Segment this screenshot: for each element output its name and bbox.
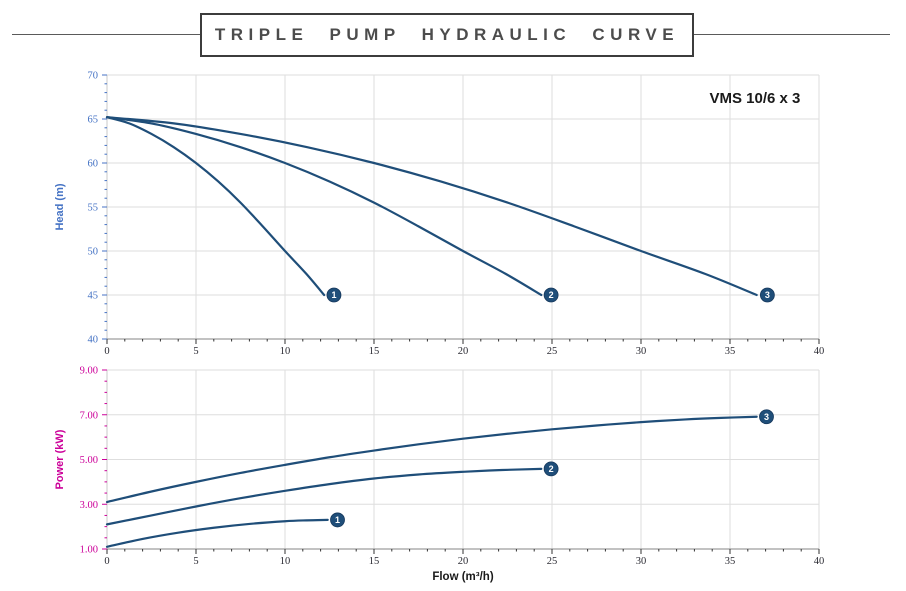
pump-model-label: VMS 10/6 x 3 [709,90,800,107]
header-rule-left [12,34,200,35]
y-tick-label: 60 [88,159,99,170]
head-chart: 0 5 10 15 20 25 30 35 40 40 45 50 55 60 65 70 Head (m) VM… [54,71,824,358]
x-tick-label: 0 [104,346,109,357]
curve-marker-label-3: 3 [765,290,770,300]
x-tick-label: 20 [458,556,469,567]
curve-marker-1 [326,287,342,303]
x-tick-label: 25 [547,346,558,357]
x-axis-title: Flow (m³/h) [432,571,493,583]
x-tick-label: 5 [193,556,198,567]
x-tick-label: 30 [636,556,647,567]
x-tick-label: 40 [814,556,825,567]
pump-curve-1 [105,518,329,548]
y-tick-label: 55 [88,203,99,214]
curve-marker-label-2: 2 [549,290,554,300]
pump-curve-2 [105,116,543,297]
x-tick-label: 35 [725,346,736,357]
curve-marker-2 [543,461,559,477]
header-rule-right [694,34,890,35]
curve-marker-label-1: 1 [331,290,336,300]
pump-curve-3 [105,415,758,504]
y-tick-label: 70 [88,71,99,82]
y-tick-label: 50 [88,247,99,258]
x-tick-label: 35 [725,556,736,567]
curve-marker-label-3: 3 [764,412,769,422]
y-tick-label: 3.00 [80,500,98,511]
x-tick-label: 20 [458,346,469,357]
x-tick-label: 5 [193,346,198,357]
x-tick-label: 15 [369,346,380,357]
curve-marker-1 [330,512,345,528]
y-tick-label: 5.00 [80,455,98,466]
x-tick-label: 25 [547,556,558,567]
pump-curve-3 [105,116,758,297]
x-tick-label: 15 [369,556,380,567]
y-tick-label: 45 [88,291,99,302]
power-chart: 0 5 10 15 20 25 30 35 40 1.00 3.00 5.00 7.00 9.00 Powe… [54,366,824,584]
curve-marker-3 [759,409,774,425]
y-axis-title: Power (kW) [54,429,66,489]
y-axis-title: Head (m) [54,183,66,230]
curve-marker-label-2: 2 [549,464,554,474]
x-tick-label: 10 [280,556,291,567]
x-tick-label: 10 [280,346,291,357]
title-box: TRIPLE PUMP HYDRAULIC CURVE [200,13,694,57]
x-tick-label: 30 [636,346,647,357]
y-tick-label: 1.00 [80,545,98,556]
curve-marker-2 [543,287,559,303]
y-tick-label: 65 [88,115,99,126]
pump-curve-1 [105,116,326,297]
x-tick-label: 40 [814,346,825,357]
page-title: TRIPLE PUMP HYDRAULIC CURVE [214,25,680,44]
curve-marker-3 [759,287,775,303]
pump-curve-2 [105,467,543,526]
y-tick-label: 7.00 [80,410,98,421]
x-tick-label: 0 [104,556,109,567]
y-tick-label: 9.00 [80,366,98,377]
y-tick-label: 40 [88,335,99,346]
curve-marker-label-1: 1 [335,515,340,525]
